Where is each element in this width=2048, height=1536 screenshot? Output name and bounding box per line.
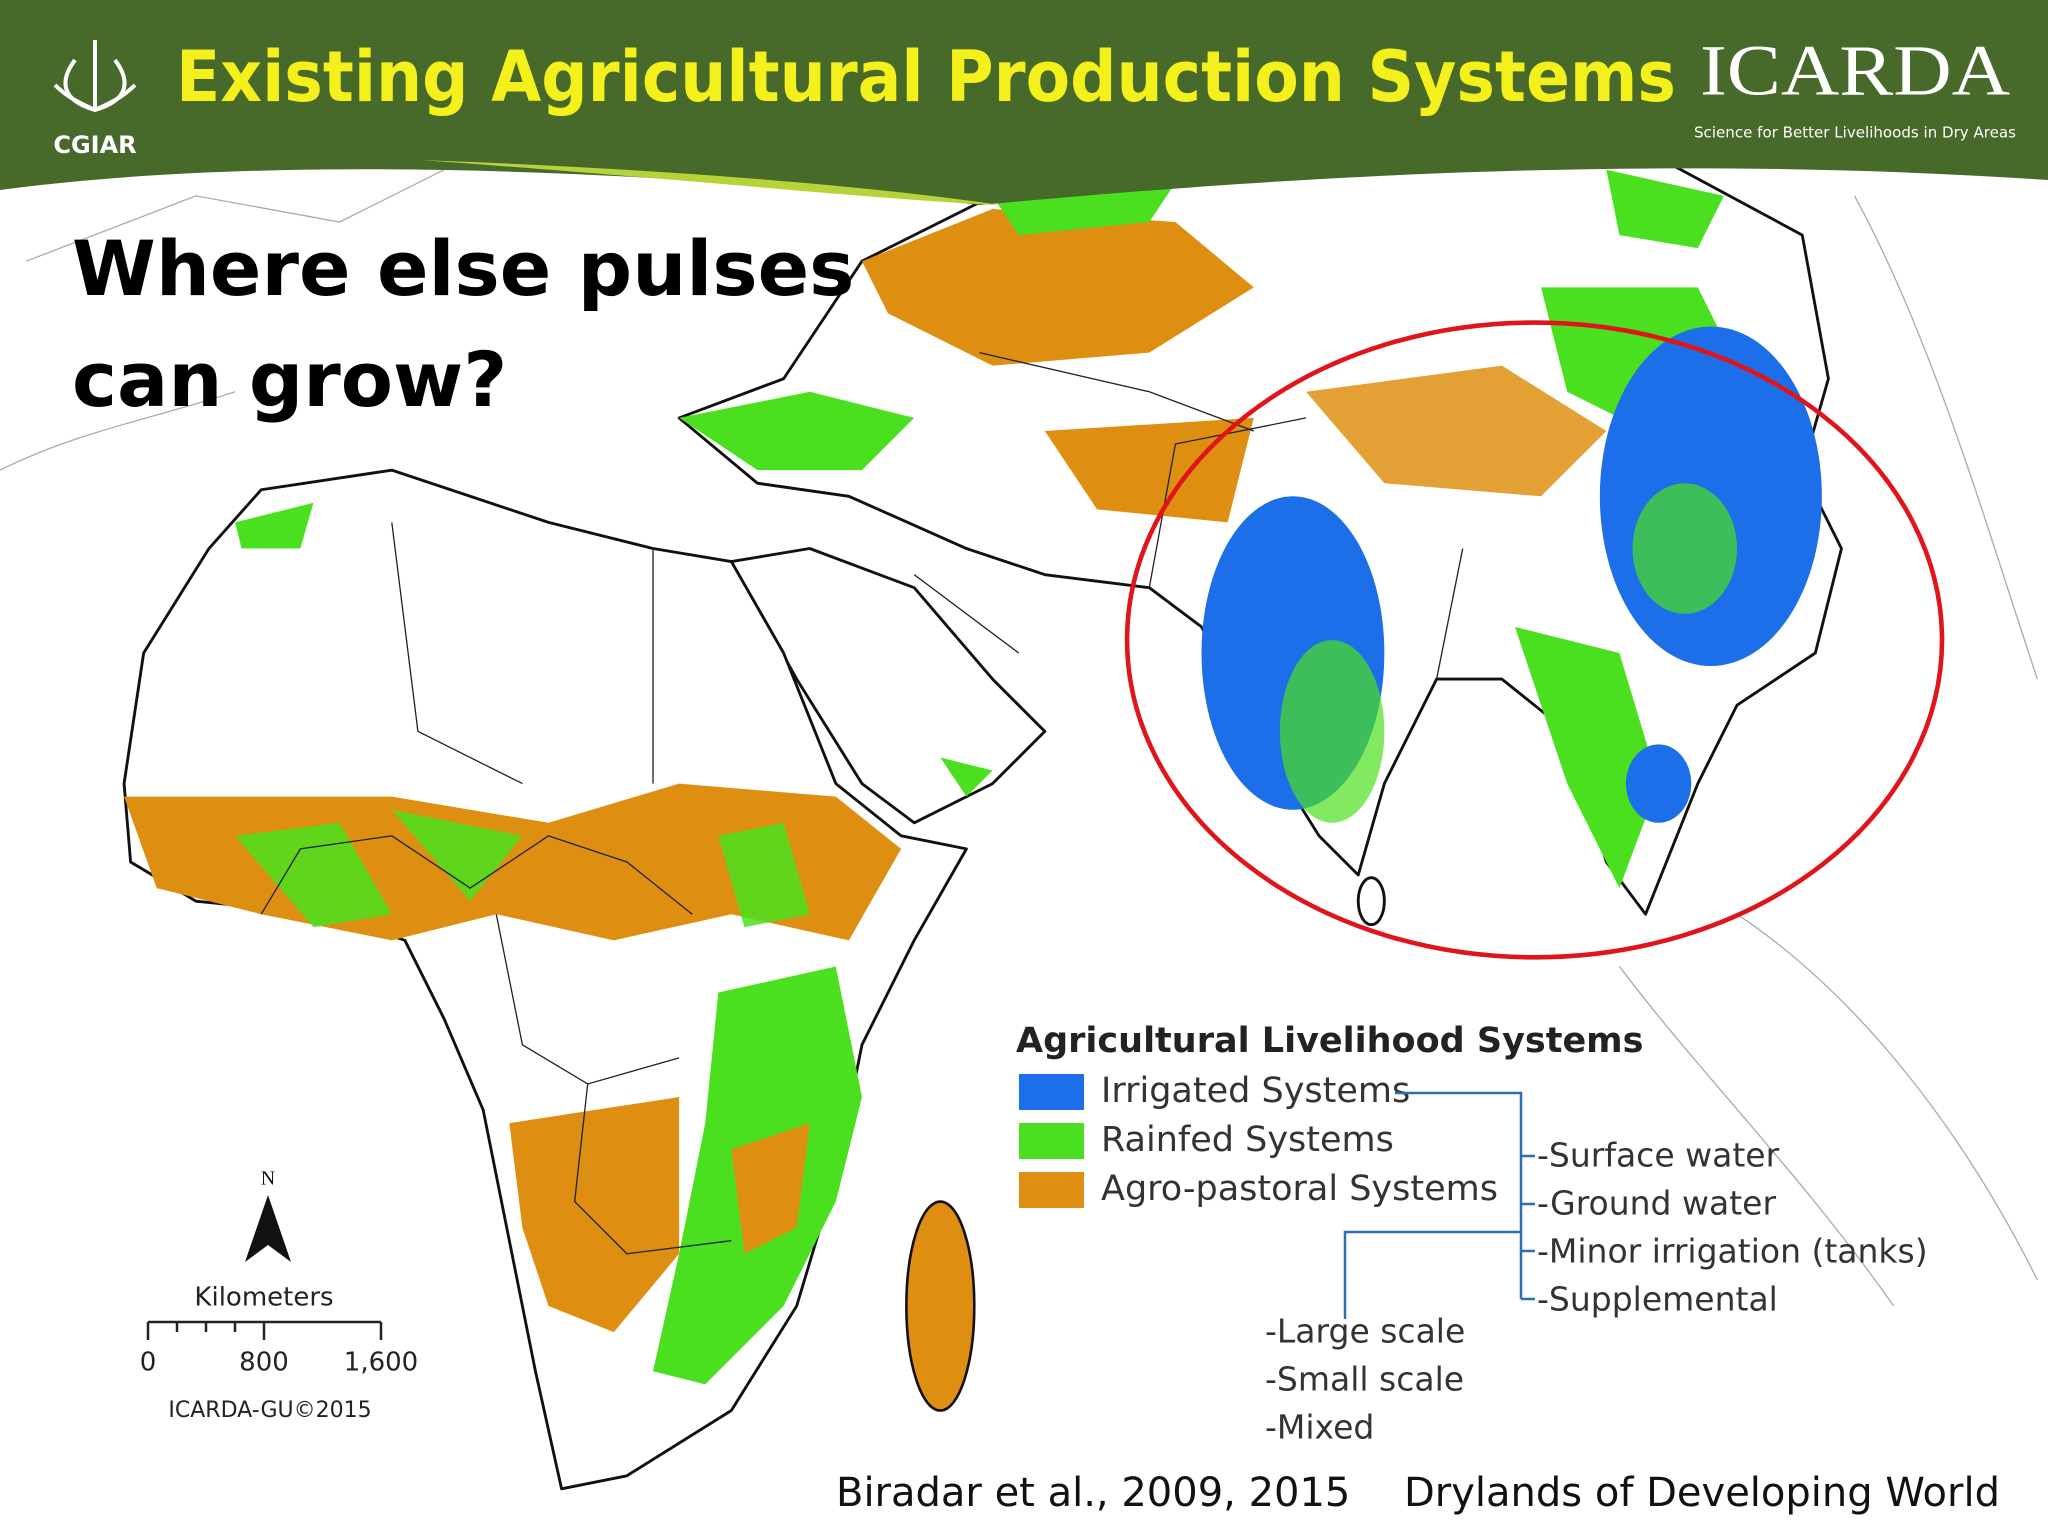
north-label: N xyxy=(261,1168,275,1190)
scale-label: 1,600 xyxy=(344,1348,418,1378)
legend-title: Agricultural Livelihood Systems xyxy=(1016,1021,1644,1061)
irrigation-sources: -Surface water -Ground water -Minor irriga… xyxy=(1537,1136,1928,1319)
icarda-logo: ICARDA xyxy=(1700,31,2010,111)
irrigation-scale: -Small scale xyxy=(1265,1360,1464,1399)
legend-label: Agro-pastoral Systems xyxy=(1101,1169,1498,1209)
legend-label: Rainfed Systems xyxy=(1101,1120,1394,1160)
legend-label: Irrigated Systems xyxy=(1101,1071,1410,1111)
cgiar-label: CGIAR xyxy=(53,131,136,159)
irrigation-source: -Ground water xyxy=(1537,1184,1776,1223)
question-line: Where else pulses xyxy=(72,224,854,313)
map-credit: ICARDA-GU©2015 xyxy=(168,1398,371,1423)
citation-source: Drylands of Developing World xyxy=(1404,1470,2000,1516)
irrigation-source: -Minor irrigation (tanks) xyxy=(1537,1232,1928,1271)
irrigation-scales: -Large scale -Small scale -Mixed xyxy=(1265,1312,1465,1447)
irrigation-source: -Supplemental xyxy=(1537,1280,1778,1319)
map xyxy=(0,142,2038,1491)
scale-unit: Kilometers xyxy=(194,1283,333,1313)
legend-connectors xyxy=(1343,1091,1535,1319)
scale-label: 0 xyxy=(140,1348,157,1378)
question-line: can grow? xyxy=(72,335,507,424)
legend-swatch xyxy=(1019,1123,1084,1159)
scale-bar xyxy=(146,1320,383,1340)
icarda-tagline: Science for Better Livelihoods in Dry Ar… xyxy=(1694,124,2016,142)
irrigation-scale: -Large scale xyxy=(1265,1312,1465,1351)
scale-label: 800 xyxy=(239,1348,289,1378)
header-accent xyxy=(420,160,1000,205)
header-band xyxy=(0,0,2048,205)
slide-title: Existing Agricultural Production Systems xyxy=(176,36,1676,118)
legend-items: Irrigated Systems Rainfed Systems Agro-pas… xyxy=(1019,1071,1498,1209)
legend-swatch xyxy=(1019,1074,1084,1110)
irrigation-scale: -Mixed xyxy=(1265,1408,1374,1447)
north-arrow xyxy=(245,1195,291,1262)
citation-authors: Biradar et al., 2009, 2015 xyxy=(836,1470,1350,1516)
legend-background xyxy=(1000,1015,1560,1455)
irrigation-source: -Surface water xyxy=(1537,1136,1780,1175)
cgiar-logo xyxy=(53,40,137,113)
legend-swatch xyxy=(1019,1172,1084,1208)
